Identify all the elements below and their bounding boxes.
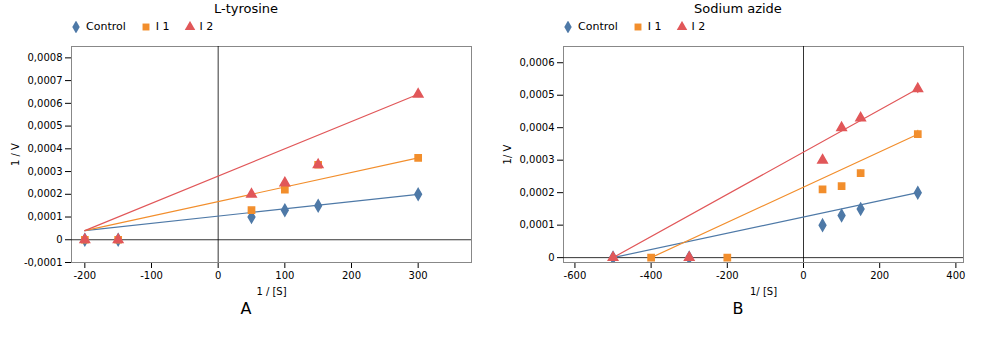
html-text:Sodium azide: Sodium azide	[694, 1, 782, 16]
svg-text:0,0003: 0,0003	[28, 166, 63, 177]
svg-text:0,0003: 0,0003	[520, 154, 555, 165]
svg-text:0,0005: 0,0005	[28, 120, 63, 131]
svg-text:100: 100	[275, 270, 294, 281]
svg-text:-100: -100	[140, 270, 163, 281]
svg-text:0,0001: 0,0001	[520, 219, 555, 230]
svg-text:1 / V: 1 / V	[10, 143, 21, 166]
html-text:Control: Control	[86, 20, 126, 33]
html-text:L-tyrosine: L-tyrosine	[213, 1, 279, 16]
html-text:I 2: I 2	[199, 20, 214, 33]
svg-text:1/ [S]: 1/ [S]	[750, 286, 777, 297]
svg-text:-200: -200	[73, 270, 96, 281]
svg-text:0,0005: 0,0005	[520, 89, 555, 100]
svg-text:-600: -600	[564, 270, 587, 281]
svg-text:200: 200	[342, 270, 361, 281]
svg-text:0: 0	[800, 270, 806, 281]
svg-text:0,0004: 0,0004	[28, 143, 63, 154]
svg-text:200: 200	[870, 270, 889, 281]
html-text:I 1: I 1	[647, 20, 662, 33]
html-text:I 1: I 1	[155, 20, 170, 33]
html-text:I 2: I 2	[691, 20, 706, 33]
svg-text:-400: -400	[640, 270, 663, 281]
svg-text:0,0001: 0,0001	[28, 211, 63, 222]
svg-text:0: 0	[215, 270, 221, 281]
svg-text:0: 0	[56, 234, 62, 245]
svg-text:0,0008: 0,0008	[28, 52, 63, 63]
svg-text:-0,0001: -0,0001	[24, 257, 63, 268]
html-text:A: A	[240, 299, 252, 318]
svg-text:1 / [S]: 1 / [S]	[256, 286, 286, 297]
html-text:B: B	[732, 299, 744, 318]
html-text:Control: Control	[578, 20, 618, 33]
svg-text:0,0002: 0,0002	[520, 187, 555, 198]
svg-text:0,0002: 0,0002	[28, 188, 63, 199]
svg-text:-200: -200	[716, 270, 739, 281]
svg-text:300: 300	[409, 270, 428, 281]
svg-text:0,0007: 0,0007	[28, 75, 63, 86]
svg-text:400: 400	[946, 270, 965, 281]
svg-text:0,0006: 0,0006	[28, 98, 63, 109]
svg-text:0,0004: 0,0004	[520, 122, 555, 133]
svg-text:0: 0	[548, 252, 554, 263]
svg-text:1/ V: 1/ V	[502, 144, 513, 164]
svg-text:0,0006: 0,0006	[520, 57, 555, 68]
